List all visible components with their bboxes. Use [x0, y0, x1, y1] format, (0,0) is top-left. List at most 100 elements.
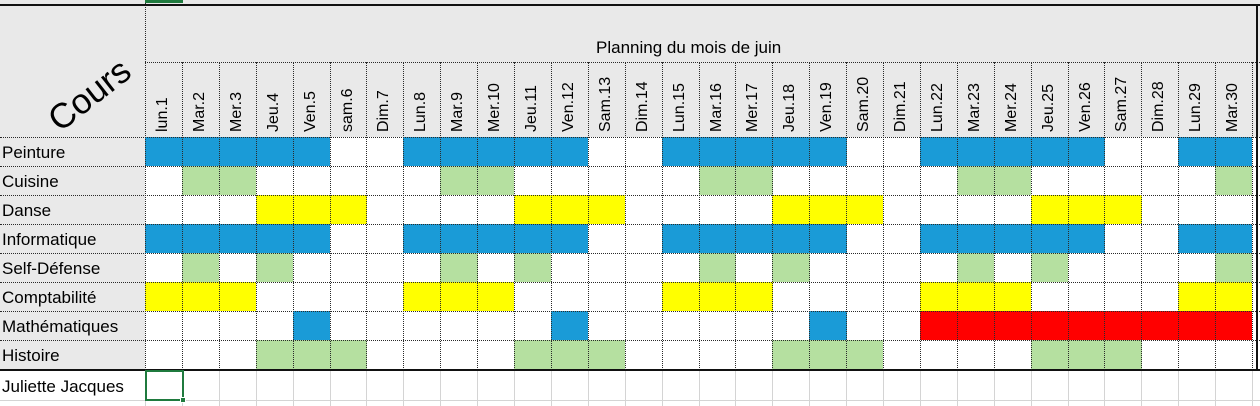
schedule-cell[interactable]	[1030, 253, 1068, 282]
schedule-cell[interactable]	[772, 253, 810, 282]
schedule-cell[interactable]	[1178, 282, 1216, 311]
schedule-cell[interactable]	[514, 195, 552, 224]
schedule-cell[interactable]	[993, 137, 1032, 166]
schedule-cell[interactable]	[292, 340, 330, 369]
schedule-cell[interactable]	[218, 282, 257, 311]
schedule-cell[interactable]	[919, 137, 958, 166]
schedule-cell[interactable]	[255, 224, 294, 253]
schedule-cell[interactable]	[218, 224, 257, 253]
schedule-cell[interactable]	[809, 311, 847, 340]
schedule-cell[interactable]	[993, 166, 1032, 195]
schedule-cell[interactable]	[292, 311, 330, 340]
schedule-cell[interactable]	[587, 340, 626, 369]
schedule-cell[interactable]	[1178, 137, 1216, 166]
schedule-cell[interactable]	[956, 311, 995, 340]
schedule-cell[interactable]	[514, 253, 552, 282]
schedule-cell[interactable]	[698, 282, 736, 311]
schedule-cell[interactable]	[1104, 340, 1142, 369]
schedule-cell[interactable]	[550, 137, 589, 166]
schedule-cell[interactable]	[809, 224, 847, 253]
schedule-cell[interactable]	[440, 253, 478, 282]
schedule-cell[interactable]	[145, 282, 183, 311]
schedule-cell[interactable]	[181, 282, 220, 311]
schedule-cell[interactable]	[1030, 195, 1068, 224]
schedule-cell[interactable]	[550, 195, 589, 224]
schedule-cell[interactable]	[993, 224, 1032, 253]
schedule-cell[interactable]	[956, 166, 995, 195]
schedule-cell[interactable]	[661, 282, 699, 311]
schedule-cell[interactable]	[181, 166, 220, 195]
schedule-cell[interactable]	[440, 282, 478, 311]
schedule-cell[interactable]	[956, 137, 995, 166]
schedule-cell[interactable]	[1104, 311, 1142, 340]
schedule-cell[interactable]	[514, 137, 552, 166]
schedule-cell[interactable]	[735, 166, 773, 195]
schedule-cell[interactable]	[181, 137, 220, 166]
schedule-cell[interactable]	[809, 137, 847, 166]
schedule-cell[interactable]	[403, 282, 441, 311]
schedule-cell[interactable]	[919, 282, 958, 311]
schedule-cell[interactable]	[255, 340, 294, 369]
schedule-cell[interactable]	[1215, 137, 1253, 166]
schedule-cell[interactable]	[809, 340, 847, 369]
schedule-cell[interactable]	[292, 224, 330, 253]
schedule-cell[interactable]	[809, 195, 847, 224]
schedule-cell[interactable]	[218, 166, 257, 195]
schedule-cell[interactable]	[587, 195, 626, 224]
schedule-cell[interactable]	[1178, 224, 1216, 253]
schedule-cell[interactable]	[292, 137, 330, 166]
schedule-cell[interactable]	[993, 282, 1032, 311]
schedule-cell[interactable]	[956, 282, 995, 311]
schedule-cell[interactable]	[1215, 282, 1253, 311]
schedule-cell[interactable]	[440, 137, 478, 166]
schedule-cell[interactable]	[477, 282, 515, 311]
schedule-cell[interactable]	[181, 224, 220, 253]
schedule-cell[interactable]	[329, 340, 367, 369]
schedule-cell[interactable]	[1141, 311, 1179, 340]
schedule-cell[interactable]	[550, 224, 589, 253]
schedule-cell[interactable]	[329, 195, 367, 224]
schedule-cell[interactable]	[1215, 253, 1253, 282]
selected-cell[interactable]	[145, 370, 184, 401]
schedule-cell[interactable]	[440, 166, 478, 195]
schedule-cell[interactable]	[846, 195, 884, 224]
schedule-cell[interactable]	[1067, 137, 1105, 166]
schedule-cell[interactable]	[1215, 166, 1253, 195]
schedule-cell[interactable]	[772, 224, 810, 253]
schedule-cell[interactable]	[255, 195, 294, 224]
schedule-cell[interactable]	[772, 195, 810, 224]
schedule-cell[interactable]	[661, 137, 699, 166]
schedule-cell[interactable]	[255, 253, 294, 282]
schedule-cell[interactable]	[735, 282, 773, 311]
schedule-cell[interactable]	[255, 137, 294, 166]
schedule-cell[interactable]	[1030, 311, 1068, 340]
schedule-cell[interactable]	[218, 137, 257, 166]
schedule-cell[interactable]	[919, 224, 958, 253]
schedule-cell[interactable]	[514, 340, 552, 369]
schedule-cell[interactable]	[1030, 340, 1068, 369]
schedule-cell[interactable]	[919, 311, 958, 340]
schedule-cell[interactable]	[1067, 195, 1105, 224]
schedule-cell[interactable]	[477, 166, 515, 195]
schedule-cell[interactable]	[550, 340, 589, 369]
schedule-cell[interactable]	[698, 137, 736, 166]
schedule-cell[interactable]	[440, 224, 478, 253]
schedule-cell[interactable]	[1030, 137, 1068, 166]
schedule-cell[interactable]	[698, 253, 736, 282]
schedule-cell[interactable]	[145, 137, 183, 166]
footer-name[interactable]: Juliette Jacques	[2, 377, 124, 396]
schedule-cell[interactable]	[993, 311, 1032, 340]
schedule-cell[interactable]	[403, 224, 441, 253]
schedule-cell[interactable]	[477, 224, 515, 253]
schedule-cell[interactable]	[1215, 224, 1253, 253]
schedule-cell[interactable]	[1104, 195, 1142, 224]
schedule-cell[interactable]	[1067, 224, 1105, 253]
schedule-cell[interactable]	[145, 224, 183, 253]
schedule-cell[interactable]	[1067, 340, 1105, 369]
schedule-cell[interactable]	[1030, 224, 1068, 253]
schedule-cell[interactable]	[550, 311, 589, 340]
schedule-cell[interactable]	[661, 224, 699, 253]
schedule-cell[interactable]	[735, 137, 773, 166]
schedule-cell[interactable]	[846, 340, 884, 369]
schedule-cell[interactable]	[698, 224, 736, 253]
